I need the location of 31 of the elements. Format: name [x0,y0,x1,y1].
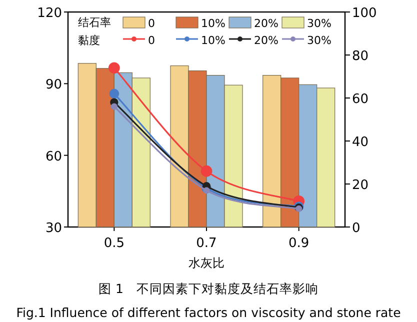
y-tick-label: 90 [45,78,62,93]
point [109,88,120,99]
y2-tick-label: 40 [352,135,369,150]
legend-label: 10% [201,17,226,30]
y2-tick-label: 100 [352,6,377,21]
point [110,103,118,110]
x-axis-title: 水灰比 [188,256,224,270]
legend-label: 20% [254,17,278,30]
caption: 图 1 不同因素下对黏度及结石率影响 [98,281,318,296]
legend-title: 结石率 [78,16,111,29]
y-tick-label: 120 [37,6,62,21]
point [108,62,120,74]
annotation: 黏度 [78,34,100,47]
x-tick-label: 0.5 [104,236,125,251]
legend-label: 30% [307,34,332,47]
point [200,165,212,177]
y-tick-label: 30 [45,221,62,236]
point [203,187,210,194]
x-tick-label: 0.7 [196,236,217,251]
legend-label: 0 [148,17,155,30]
y2-tick-label: 0 [352,221,360,236]
legend-label: 10% [201,34,226,47]
y-tick-label: 60 [45,149,62,164]
caption: Fig.1 Influence of different factors on viscosity and stone rate [16,305,402,320]
x-tick-label: 0.9 [288,236,310,251]
legend-label: 30% [307,17,332,30]
legend-label: 20% [254,34,278,47]
y2-tick-label: 80 [352,49,369,64]
legend-label: 0 [148,34,155,47]
y2-tick-label: 60 [352,92,369,107]
y2-tick-label: 20 [352,178,369,193]
